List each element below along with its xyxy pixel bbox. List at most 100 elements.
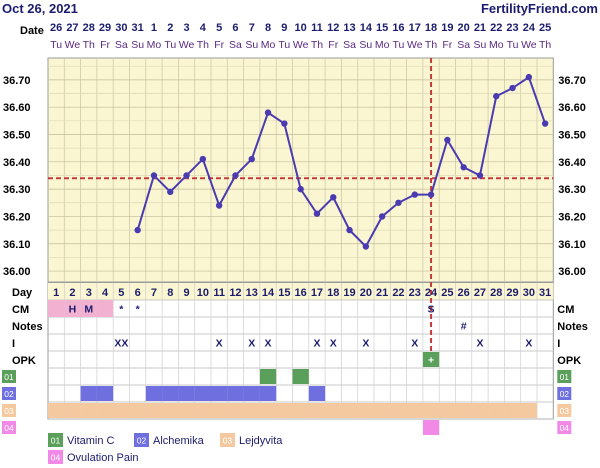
weekday-label: Fr (214, 39, 224, 51)
temperature-point (281, 120, 288, 127)
day-number: 18 (327, 287, 339, 299)
weekday-label: Su (245, 39, 258, 51)
weekday-label: Sa (229, 39, 242, 51)
med-cell (178, 403, 195, 418)
med-code-right-badge (557, 387, 572, 400)
med-cell (80, 386, 97, 401)
intercourse-mark: X (476, 338, 483, 350)
weekday-label: Mo (261, 39, 276, 51)
date-label: 8 (265, 22, 271, 34)
day-number: 28 (490, 287, 502, 299)
legend-swatch (48, 450, 63, 464)
date-label: 12 (327, 22, 339, 34)
day-number: 13 (246, 287, 258, 299)
med-cell (308, 403, 326, 418)
med-cell (243, 403, 260, 418)
date-label: 18 (425, 22, 437, 34)
med-cell (227, 403, 244, 418)
day-number: 26 (458, 287, 470, 299)
weekday-label: Th (83, 39, 95, 51)
med-cell (211, 403, 228, 418)
med-cell (406, 403, 423, 418)
day-number: 12 (229, 287, 241, 299)
weekday-label: Th (425, 39, 437, 51)
med-cell (96, 403, 114, 418)
weekday-label: We (407, 39, 423, 51)
weekday-label: Su (131, 39, 144, 51)
cm-highlight-cell (96, 300, 114, 317)
row-label-right: OPK (557, 355, 581, 367)
notes-mark: # (461, 321, 467, 333)
day-number: 31 (539, 287, 551, 299)
med-cell (243, 386, 260, 401)
temperature-point (444, 136, 451, 144)
day-row-background (48, 283, 554, 300)
date-label: 25 (539, 22, 551, 34)
opk-positive-cell (422, 352, 440, 367)
marks-layer (2, 58, 572, 464)
day-number: 20 (360, 287, 372, 299)
temperature-plot-area (47, 57, 554, 283)
cm-highlight-cell (64, 300, 81, 317)
med-cell (227, 386, 244, 401)
date-label: 20 (458, 22, 470, 34)
date-label: 21 (474, 22, 486, 34)
weekday-label: Sa (115, 39, 128, 51)
temperature-point (264, 109, 272, 116)
legend-label: Alchemika (153, 435, 205, 447)
med-cell (178, 386, 195, 401)
med-cell (162, 386, 179, 401)
med-cell (64, 403, 81, 418)
intercourse-mark: X (265, 338, 272, 350)
date-label: 30 (115, 22, 127, 34)
y-tick-label-left: 36.40 (3, 157, 31, 169)
day-number: 21 (376, 287, 388, 299)
row-label-left: Day (12, 287, 33, 299)
date-label: 29 (99, 22, 111, 34)
temperature-point (460, 164, 467, 171)
med-cell (259, 369, 277, 384)
temperature-point (378, 213, 386, 220)
med-cell (308, 386, 326, 401)
date-label: 1 (151, 22, 157, 34)
temperature-point (297, 185, 304, 193)
y-tick-label-right: 36.60 (558, 102, 586, 114)
date-label: 10 (295, 22, 307, 34)
cm-mark: * (119, 304, 124, 316)
weekday-label: Tu (50, 39, 62, 51)
date-label: 3 (183, 22, 189, 34)
intercourse-mark: X (362, 338, 369, 350)
med-cell (96, 386, 114, 401)
y-tick-label-right: 36.00 (558, 266, 586, 278)
temperature-point (362, 243, 370, 250)
day-number: 4 (102, 287, 109, 299)
date-label: 23 (506, 22, 518, 34)
med-code-right: 01 (560, 372, 570, 382)
legend-swatch (48, 433, 63, 447)
intercourse-mark: X (525, 338, 532, 350)
y-tick-label-left: 36.10 (3, 239, 31, 251)
weekday-label: Th (539, 39, 551, 51)
temperature-point (525, 73, 533, 81)
y-tick-label-left: 36.60 (3, 102, 31, 114)
cm-highlight-cell (80, 300, 97, 317)
day-number: 27 (474, 287, 486, 299)
weekday-label: We (521, 39, 537, 51)
med-cell (520, 403, 537, 418)
date-label: 11 (311, 22, 323, 34)
med-cell (471, 403, 489, 418)
day-number: 3 (86, 287, 92, 299)
med-cell (211, 386, 228, 401)
date-label: 2 (167, 22, 173, 34)
weekday-label: Mo (375, 39, 390, 51)
med-code-left: 02 (4, 389, 14, 399)
y-tick-label-right: 36.40 (558, 157, 586, 169)
weekday-label: Th (197, 39, 209, 51)
day-number: 1 (53, 287, 59, 299)
day-number: 23 (409, 287, 421, 299)
date-label: 31 (132, 22, 144, 34)
y-tick-label-left: 36.20 (3, 211, 31, 223)
cm-mark: * (136, 304, 141, 316)
date-label: 14 (360, 22, 373, 34)
day-number: 2 (69, 287, 75, 299)
